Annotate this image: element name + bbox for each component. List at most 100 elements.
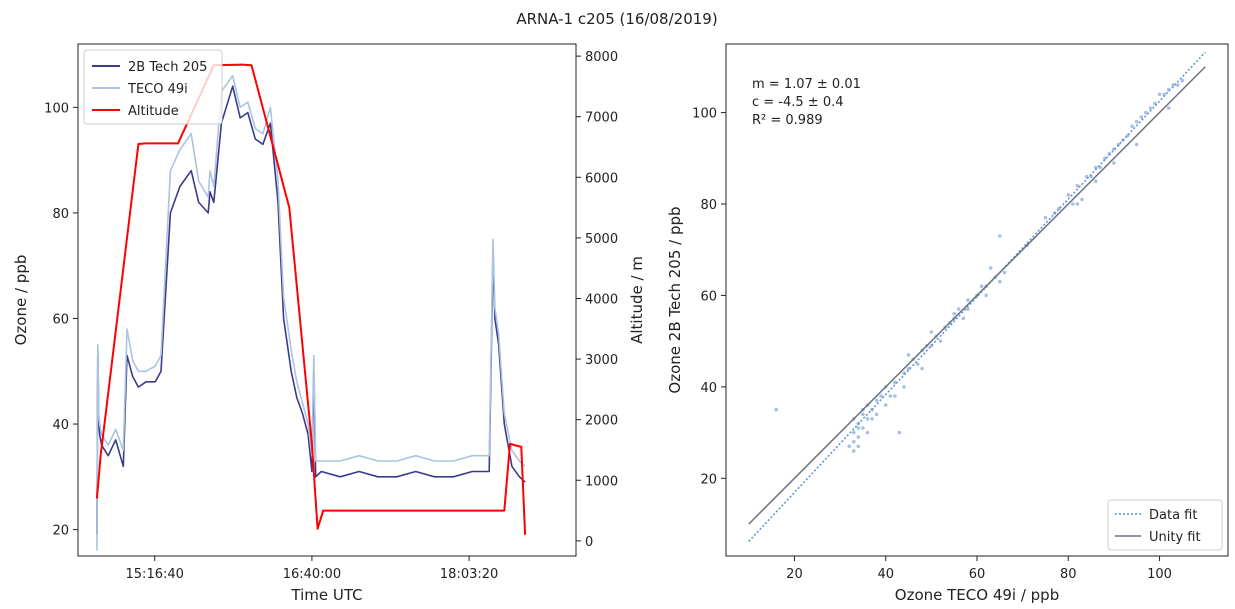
y-tick-label: 40: [700, 381, 717, 396]
y-tick-label: 20: [52, 524, 69, 539]
x-tick-label: 100: [1147, 567, 1172, 582]
scatter-point: [952, 311, 956, 316]
left-y-axis-label: Ozone / ppb: [12, 255, 30, 346]
scatter-point: [861, 412, 865, 417]
scatter-point: [1112, 161, 1116, 165]
scatter-point: [1130, 124, 1134, 129]
y2-tick-label: 6000: [585, 171, 618, 186]
x-tick-label: 15:16:40: [126, 567, 184, 582]
scatter-point: [956, 307, 961, 311]
y-tick-label: 60: [700, 289, 717, 304]
y2-tick-label: 3000: [585, 353, 618, 368]
scatter-point: [1139, 115, 1144, 119]
x-tick-label: 20: [786, 567, 803, 582]
x-tick-label: 80: [1060, 567, 1077, 582]
scatter-point: [1043, 215, 1048, 220]
left-x-ticks: 15:16:40 16:40:00 18:03:20: [126, 556, 498, 582]
y2-tick-label: 8000: [585, 50, 618, 65]
scatter-point: [1180, 78, 1185, 83]
scatter-point: [1066, 193, 1071, 197]
scatter-point: [966, 298, 970, 302]
scatter-point: [961, 316, 966, 321]
scatter-point: [906, 353, 911, 357]
left-series-layer: [95, 63, 527, 551]
left-x-axis-label: Time UTC: [290, 586, 362, 604]
scatter-point: [902, 385, 906, 389]
scatter-point: [879, 394, 883, 398]
left-legend: 2B Tech 205 TECO 49i Altitude: [83, 49, 223, 125]
scatter-point: [966, 307, 970, 311]
x-tick-label: 18:03:20: [440, 567, 498, 582]
scatter-point: [852, 449, 856, 453]
scatter-point: [897, 430, 902, 435]
scatter-point: [861, 426, 865, 430]
scatter-point: [1148, 106, 1153, 110]
scatter-point: [998, 279, 1002, 284]
y-tick-label: 60: [52, 312, 69, 327]
scatter-point: [856, 444, 861, 449]
y-tick-label: 80: [700, 198, 717, 213]
series-line-2b-tech-205: [96, 85, 526, 535]
scatter-point: [856, 435, 861, 439]
x-tick-label: 40: [877, 567, 894, 582]
legend-label-data-fit: Data fit: [1149, 508, 1197, 523]
y2-tick-label: 5000: [585, 232, 618, 247]
left-legend-box: [83, 49, 223, 125]
right-x-ticks: 20 40 60 80 100: [786, 556, 1172, 582]
scatter-point: [1093, 165, 1098, 170]
scatter-point: [1103, 156, 1107, 161]
y2-tick-label: 4000: [585, 292, 618, 307]
fit-intercept-annotation: c = -4.5 ± 0.4: [752, 95, 844, 110]
series-line-altitude: [95, 63, 527, 535]
scatter-point: [870, 417, 874, 421]
scatter-point: [988, 266, 993, 270]
scatter-point: [1075, 202, 1080, 206]
left-axes-frame: [77, 43, 577, 557]
left-y-ticks: 20 40 60 80 100: [44, 101, 78, 539]
scatter-point: [1134, 119, 1139, 124]
scatter-point: [865, 417, 870, 421]
legend-label-2b-tech: 2B Tech 205: [128, 60, 207, 75]
right-x-axis-label: Ozone TECO 49i / ppb: [895, 586, 1059, 604]
data-fit-line: [748, 51, 1206, 542]
y2-tick-label: 2000: [585, 414, 618, 429]
y2-tick-label: 0: [585, 535, 593, 550]
scatter-point: [929, 330, 934, 334]
scatter-point: [998, 234, 1002, 238]
scatter-point: [979, 284, 984, 289]
right-y-axis-label: Ozone 2B Tech 205 / ppb: [666, 206, 684, 393]
fit-slope-annotation: m = 1.07 ± 0.01: [752, 77, 861, 92]
y-tick-label: 100: [692, 107, 717, 122]
scatter-point: [856, 426, 861, 430]
scatter-point: [1075, 183, 1080, 188]
x-tick-label: 60: [969, 567, 986, 582]
scatter-point: [938, 339, 943, 343]
series-line-teco-49i: [96, 74, 526, 551]
scatter-point: [1093, 179, 1098, 183]
scatter-point: [888, 394, 893, 398]
scatter-point: [852, 439, 856, 444]
figure-title: ARNA-1 c205 (16/08/2019): [516, 10, 717, 28]
legend-label-teco: TECO 49i: [127, 82, 188, 97]
scatter-point: [920, 366, 924, 371]
scatter-point: [865, 430, 870, 435]
scatter-points-layer: [774, 78, 1185, 453]
scatter-point: [915, 362, 920, 366]
x-tick-label: 16:40:00: [283, 567, 341, 582]
scatter-point: [984, 293, 988, 298]
left-y2-axis-label: Altitude / m: [628, 256, 646, 344]
left-y2-ticks: 0 1000 2000 3000 4000 5000 6000 7000 8000: [576, 50, 618, 550]
scatter-point: [1134, 142, 1139, 147]
scatter-point: [906, 366, 911, 371]
scatter-point: [1071, 202, 1075, 206]
scatter-point: [893, 380, 897, 385]
y2-tick-label: 1000: [585, 474, 618, 489]
legend-label-unity-fit: Unity fit: [1149, 530, 1201, 545]
scatter-point: [852, 430, 856, 435]
scatter-point: [893, 394, 897, 398]
left-chart: 15:16:40 16:40:00 18:03:20 20 40 60 80 100 0 10…: [12, 43, 646, 604]
scatter-point: [1176, 83, 1180, 87]
y2-tick-label: 7000: [585, 111, 618, 126]
y-tick-label: 80: [52, 207, 69, 222]
scatter-point: [1002, 270, 1007, 275]
